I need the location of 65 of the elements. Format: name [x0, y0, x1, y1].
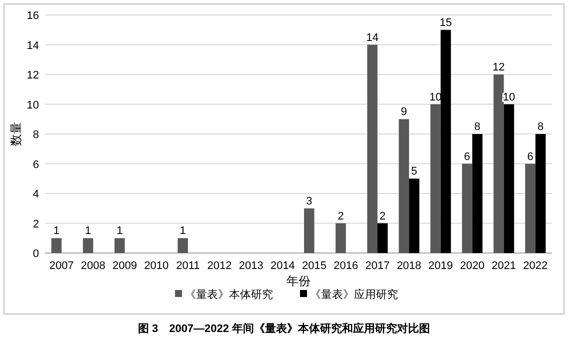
y-tick-label: 12	[26, 70, 39, 82]
caption: 图 3 2007—2022 年间《量表》本体研究和应用研究对比图	[138, 322, 430, 335]
x-tick-label: 2011	[176, 260, 200, 272]
y-axis-title: 数量	[9, 122, 23, 146]
data-label: 1	[84, 225, 92, 238]
data-label: 2	[338, 210, 344, 222]
x-tick-label: 2012	[207, 260, 232, 272]
x-tick-label: 2013	[238, 260, 264, 272]
x-tick-label: 2007	[49, 260, 74, 272]
x-axis-title: 年份	[286, 274, 310, 288]
x-tick-label: 2015	[302, 260, 327, 272]
bar	[398, 119, 410, 253]
data-label: 8	[537, 121, 544, 133]
x-tick-label: 2016	[334, 260, 358, 272]
data-label: 1	[53, 225, 60, 238]
data-label: 5	[411, 166, 418, 178]
y-tick-label: 8	[32, 129, 39, 141]
bar	[525, 164, 536, 253]
y-tick-label: 4	[32, 188, 39, 200]
bar	[114, 238, 125, 253]
bar	[440, 30, 451, 253]
data-label: 2	[380, 210, 386, 222]
data-label: 1	[116, 225, 123, 238]
data-label: 9	[400, 106, 407, 118]
bar	[494, 74, 504, 253]
x-tick-label: 2008	[80, 260, 106, 272]
bar	[462, 164, 472, 253]
bar	[430, 104, 441, 253]
bar	[535, 134, 546, 253]
data-label: 10	[502, 91, 516, 104]
x-tick-label: 2020	[460, 260, 484, 272]
y-tick-label: 2	[32, 218, 39, 230]
x-tick-label: 2010	[144, 260, 169, 272]
data-label: 8	[474, 121, 480, 133]
y-tick-label: 0	[32, 248, 39, 260]
bar	[304, 208, 314, 253]
data-label: 6	[527, 150, 534, 163]
bar	[367, 44, 378, 253]
data-label: 15	[440, 16, 452, 29]
y-tick-label: 14	[26, 40, 39, 52]
x-tick-label: 2017	[365, 260, 390, 272]
legend-label: 《量表》本体研究	[185, 288, 273, 301]
bar	[82, 238, 94, 253]
data-label: 12	[492, 62, 505, 74]
bar	[409, 178, 420, 253]
bar	[472, 134, 483, 253]
x-tick-label: 2018	[396, 260, 422, 272]
data-label: 14	[366, 32, 378, 44]
y-tick-label: 10	[26, 99, 39, 112]
bar	[51, 238, 62, 253]
bar	[377, 223, 388, 253]
bar	[178, 238, 188, 253]
data-label: 6	[464, 150, 470, 163]
data-label: 3	[306, 195, 312, 208]
x-tick-label: 2014	[270, 260, 295, 272]
x-tick-label: 2022	[523, 260, 548, 272]
x-tick-label: 2009	[112, 260, 138, 272]
y-tick-label: 6	[32, 158, 39, 171]
data-label: 1	[180, 225, 186, 238]
y-tick-label: 16	[26, 10, 39, 22]
x-tick-label: 2019	[428, 260, 453, 272]
bar	[504, 104, 514, 253]
bar	[336, 223, 346, 253]
legend-label: 《量表》应用研究	[310, 288, 398, 301]
x-tick-label: 2021	[492, 260, 516, 272]
